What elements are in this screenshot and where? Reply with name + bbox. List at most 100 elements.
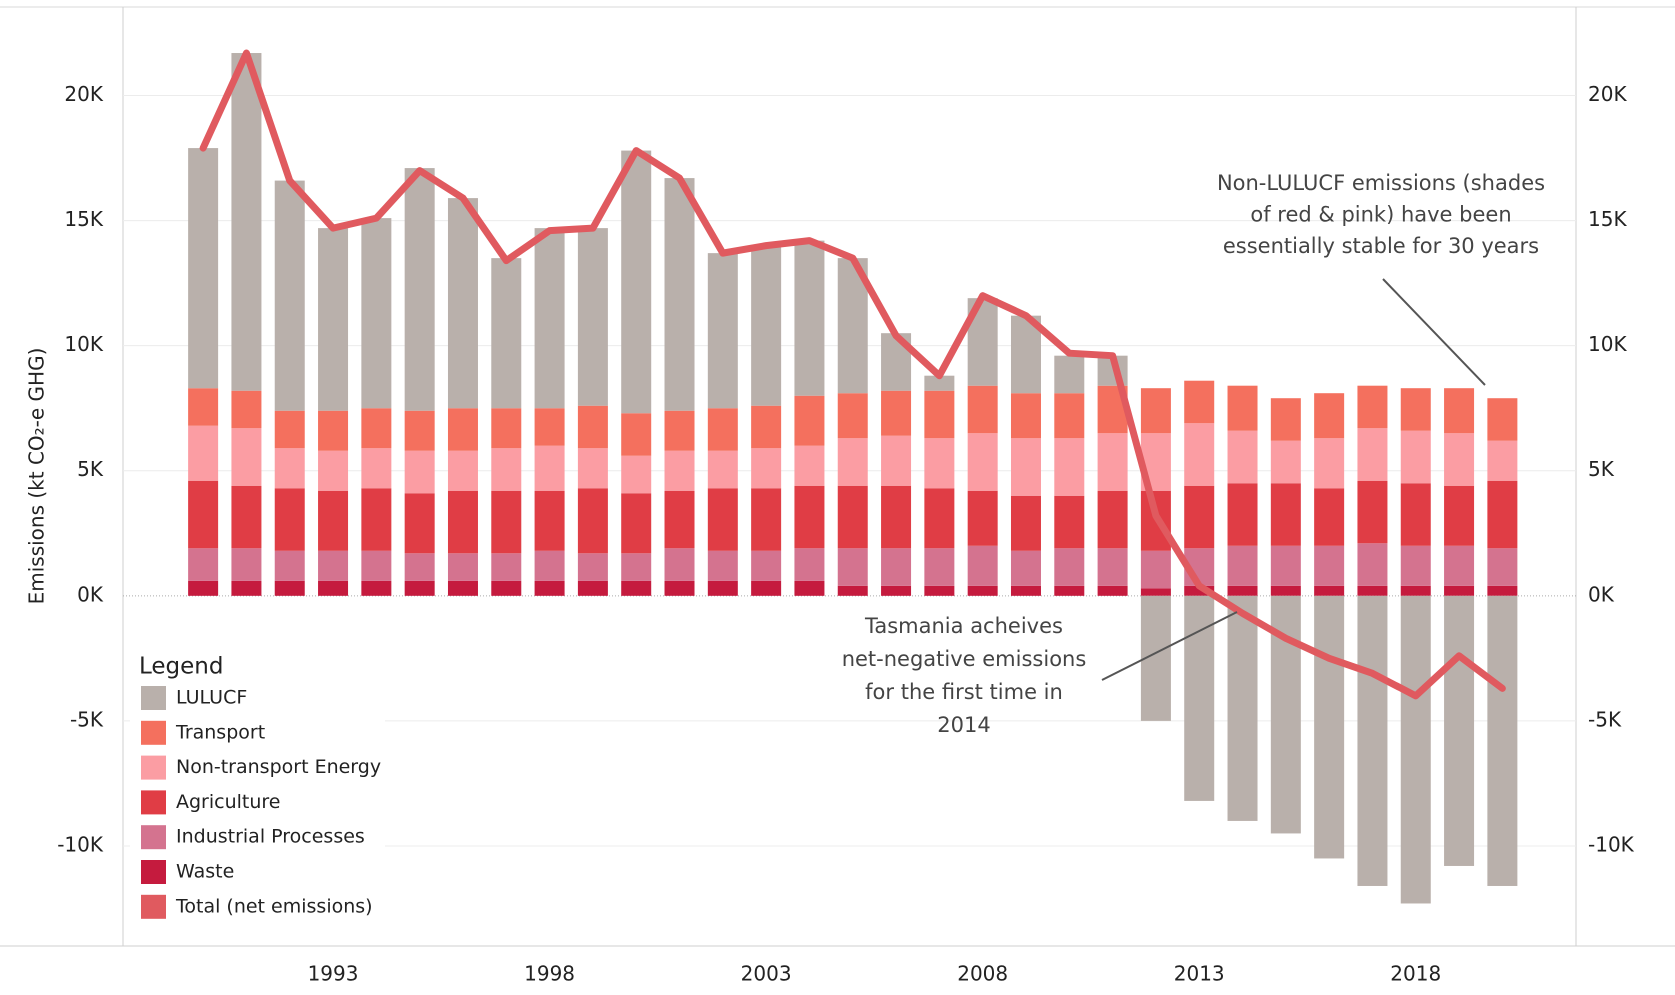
bar-segment — [1054, 495, 1085, 549]
bar-segment — [318, 580, 349, 596]
bar-segment — [404, 580, 435, 596]
bar-segment — [188, 580, 219, 596]
bar-segment — [664, 580, 695, 596]
bar-segment — [1140, 588, 1171, 596]
bar-segment — [274, 580, 305, 596]
bar-segment — [1227, 595, 1258, 821]
bar-segment — [881, 585, 912, 596]
legend-label: Transport — [175, 721, 265, 743]
bar-segment — [404, 493, 435, 554]
bar-segment — [577, 488, 608, 554]
bar-segment — [534, 490, 565, 551]
bar-segment — [1444, 595, 1475, 866]
bar-segment — [1487, 548, 1518, 586]
bar-segment — [621, 413, 652, 456]
bar-segment — [664, 178, 695, 411]
annotation-text: of red & pink) have been — [1250, 203, 1511, 227]
bar-segment — [404, 168, 435, 411]
bar-segment — [837, 585, 868, 596]
bar-segment — [1184, 380, 1215, 424]
annotation-arrow — [1101, 611, 1238, 681]
bar-segment — [361, 218, 392, 409]
bar-segment — [1400, 595, 1431, 904]
bar-segment — [1270, 398, 1301, 441]
bar-segment — [1314, 393, 1345, 439]
bar-segment — [274, 550, 305, 581]
y2-tick-label: 20K — [1588, 82, 1627, 106]
bar-segment — [1054, 548, 1085, 586]
bar-segment — [707, 253, 738, 409]
annotation-text: for the first time in — [865, 680, 1063, 704]
bar-segment — [1487, 440, 1518, 481]
legend-swatch — [141, 720, 166, 745]
bar-segment — [664, 548, 695, 581]
bar-segment — [577, 448, 608, 489]
bar-segment — [491, 553, 522, 581]
bar-segment — [794, 240, 825, 396]
x-tick-label: 2008 — [957, 962, 1008, 986]
bar-segment — [577, 405, 608, 449]
y-tick-label: 20K — [64, 82, 103, 106]
legend-swatch — [141, 825, 166, 850]
bar-segment — [1227, 545, 1258, 586]
legend-label: LULUCF — [176, 687, 247, 709]
bar-segment — [794, 485, 825, 549]
bar-segment — [1314, 545, 1345, 586]
bar-segment — [491, 448, 522, 491]
x-tick-label: 2003 — [741, 962, 792, 986]
bar-segment — [404, 553, 435, 581]
bar-segment — [447, 408, 478, 451]
legend-title: Legend — [139, 654, 224, 680]
bar-segment — [1140, 388, 1171, 434]
bar-segment — [924, 438, 955, 489]
bar-segment — [794, 548, 825, 581]
bar-segment — [1097, 433, 1128, 491]
bar-segment — [188, 480, 219, 549]
bar-segment — [361, 488, 392, 551]
bar-segment — [274, 180, 305, 411]
bar-segment — [534, 445, 565, 491]
bar-segment — [231, 390, 262, 429]
bar-segment — [1357, 585, 1388, 596]
y-tick-label: 15K — [64, 207, 103, 231]
bar-segment — [231, 548, 262, 581]
bar-segment — [707, 408, 738, 451]
total-line — [199, 49, 1506, 700]
bar-segment — [534, 550, 565, 581]
y-tick-label: 10K — [64, 332, 103, 356]
bar-segment — [1227, 585, 1258, 596]
bar-segment — [621, 455, 652, 494]
bar-segment — [1097, 490, 1128, 549]
bar-segment — [534, 580, 565, 596]
bar-segment — [664, 450, 695, 491]
x-tick-label: 2013 — [1174, 962, 1225, 986]
bar-segment — [534, 228, 565, 409]
bar-segment — [621, 580, 652, 596]
annotation-text: 2014 — [937, 713, 990, 737]
bar-segment — [1400, 545, 1431, 586]
bar-segment — [1010, 550, 1041, 586]
bar-segment — [1184, 423, 1215, 486]
bar-segment — [361, 580, 392, 596]
annotation-text: Non-LULUCF emissions (shades — [1217, 171, 1545, 195]
legend: Legend LULUCF Transport Non-transport Energ… — [130, 645, 385, 927]
bar-segment — [1444, 485, 1475, 546]
bar-segment — [1097, 585, 1128, 596]
bar-segment — [1140, 550, 1171, 589]
bar-segment — [1010, 393, 1041, 439]
bar-segment — [1270, 483, 1301, 546]
bar-segment — [1270, 440, 1301, 484]
legend-label: Non-transport Energy — [176, 756, 381, 778]
bar-segment — [231, 53, 262, 391]
bar-segment — [318, 550, 349, 581]
bar-segment — [1357, 385, 1388, 429]
bar-segment — [318, 228, 349, 411]
bar-segment — [274, 488, 305, 551]
x-tick-label: 1993 — [308, 962, 359, 986]
bar-segment — [1444, 585, 1475, 596]
bar-segment — [881, 390, 912, 436]
bar-segment — [881, 435, 912, 486]
bar-segment — [1314, 595, 1345, 859]
bar-segment — [447, 580, 478, 596]
bar-segment — [1227, 385, 1258, 431]
